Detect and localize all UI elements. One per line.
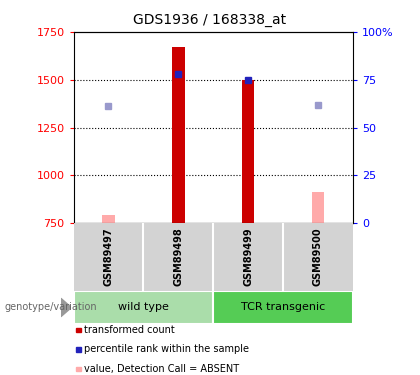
Bar (242, 80, 255, 223)
Text: GSM89497: GSM89497 (103, 228, 113, 286)
Bar (213, 291, 353, 324)
Text: genotype/variation: genotype/variation (4, 303, 97, 312)
Text: GDS1936 / 168338_at: GDS1936 / 168338_at (134, 13, 286, 27)
Text: transformed count: transformed count (84, 325, 175, 335)
Text: TCR transgenic: TCR transgenic (241, 303, 325, 312)
Text: GSM89498: GSM89498 (173, 228, 183, 286)
Text: wild type: wild type (118, 303, 169, 312)
Polygon shape (61, 298, 71, 316)
Text: GSM89500: GSM89500 (313, 228, 323, 286)
Text: percentile rank within the sample: percentile rank within the sample (84, 345, 249, 354)
Bar (172, 47, 184, 223)
Bar (74, 291, 213, 324)
Bar (312, 192, 324, 223)
Text: value, Detection Call = ABSENT: value, Detection Call = ABSENT (84, 364, 239, 374)
Text: GSM89499: GSM89499 (243, 228, 253, 286)
Bar (102, 214, 115, 223)
